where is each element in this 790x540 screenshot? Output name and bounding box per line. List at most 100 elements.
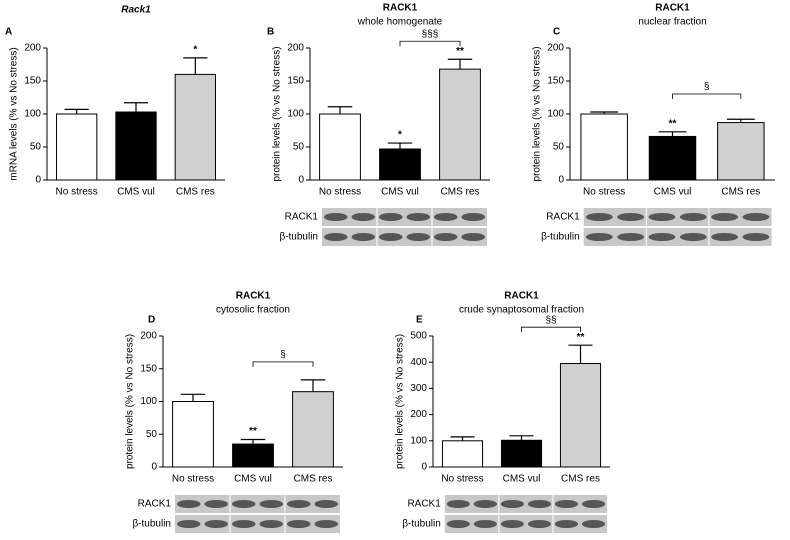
y-tick-label: 300 [410, 383, 427, 394]
significance-star: ** [456, 46, 464, 57]
blot-band [286, 500, 311, 508]
blot-band [406, 213, 431, 221]
chart-subtitle: whole homogenate [357, 17, 443, 28]
x-tick-label: CMS res [441, 187, 480, 198]
blot-strip [444, 515, 608, 533]
y-tick-label: 150 [140, 363, 157, 374]
bar [292, 391, 334, 468]
x-tick-label: CMS res [176, 187, 215, 198]
blot-band [231, 520, 256, 528]
chart-title: RACK1 [236, 291, 271, 302]
blot-band [204, 520, 229, 528]
blot-band [378, 233, 403, 241]
y-tick-label: 50 [553, 142, 565, 153]
blot-band [286, 520, 311, 528]
bar [55, 113, 98, 181]
y-axis-label: protein levels (% vs No stress) [272, 46, 283, 181]
bar [717, 122, 765, 181]
chart-title: RACK1 [383, 3, 418, 14]
blot-band [581, 520, 606, 528]
blot-band [446, 500, 470, 508]
y-tick-label: 500 [410, 331, 427, 342]
blot-band [554, 520, 579, 528]
chart-subtitle: nuclear fraction [638, 17, 706, 28]
blot-band [554, 500, 579, 508]
blot-band [711, 213, 739, 221]
bar [559, 363, 602, 468]
y-tick-label: 0 [558, 175, 564, 186]
y-tick-label: 50 [146, 429, 158, 440]
blot-label: RACK1 [285, 212, 319, 223]
blot-band [648, 233, 676, 241]
y-tick-label: 0 [298, 175, 304, 186]
bracket [672, 93, 742, 100]
blot-band [500, 520, 524, 528]
bracket-label: § [704, 82, 710, 93]
panel-label: A [5, 27, 12, 38]
bracket [521, 326, 581, 333]
y-tick-label: 100 [24, 109, 41, 120]
panel-label: B [267, 27, 274, 38]
blot-label: β-tubulin [279, 232, 318, 243]
blot-strip [175, 515, 340, 533]
chart-subtitle: cytosolic fraction [216, 305, 290, 316]
blot-band [617, 213, 645, 221]
blot-band [378, 213, 403, 221]
y-tick-label: 200 [24, 43, 41, 54]
bracket-label: §§ [545, 315, 556, 326]
blot-band [433, 233, 458, 241]
blot-strip [583, 208, 772, 226]
blot-band [351, 213, 376, 221]
y-axis-label: protein levels (% vs No stress) [125, 334, 136, 469]
chart-title: RACK1 [655, 3, 690, 14]
blot-band [259, 520, 284, 528]
blot-band [406, 233, 431, 241]
y-tick-label: 100 [287, 109, 304, 120]
x-tick-label: No stress [583, 187, 625, 198]
y-tick-label: 100 [410, 435, 427, 446]
blot-label: RACK1 [546, 212, 580, 223]
bar [439, 68, 481, 181]
blot-label: β-tubulin [132, 519, 171, 530]
bar [115, 111, 157, 181]
x-tick-label: No stress [172, 474, 214, 485]
blot-band [500, 500, 524, 508]
bar [174, 73, 217, 181]
bracket-label: § [280, 350, 286, 361]
x-tick-label: No stress [319, 187, 361, 198]
bar [580, 113, 628, 181]
blot-band [314, 520, 339, 528]
x-tick-label: CMS vul [234, 474, 272, 485]
y-tick-label: 400 [410, 357, 427, 368]
blot-band [351, 233, 376, 241]
blot-band [461, 233, 486, 241]
bar [172, 401, 214, 468]
blot-band [527, 500, 552, 508]
blot-band [742, 233, 770, 241]
blot-band [585, 213, 613, 221]
y-axis-label: protein levels (% vs No stress) [532, 46, 543, 181]
blot-band [314, 500, 339, 508]
y-tick-label: 100 [140, 396, 157, 407]
bracket-label: §§§ [422, 29, 439, 40]
y-tick-label: 200 [410, 409, 427, 420]
bar [232, 443, 274, 468]
y-tick-label: 100 [547, 109, 564, 120]
y-tick-label: 0 [151, 462, 157, 473]
x-tick-label: No stress [441, 474, 483, 485]
blot-band [473, 500, 497, 508]
chart-title: RACK1 [504, 291, 539, 302]
blot-band [679, 213, 707, 221]
blot-band [446, 520, 470, 528]
blot-band [679, 233, 707, 241]
blot-strip [175, 495, 340, 513]
blot-band [259, 500, 284, 508]
y-tick-label: 150 [24, 76, 41, 87]
blot-strip [583, 228, 772, 246]
x-tick-label: CMS res [721, 187, 760, 198]
blot-band [204, 500, 229, 508]
blot-band [461, 213, 486, 221]
panel-label: C [553, 27, 560, 38]
y-tick-label: 200 [140, 331, 157, 342]
blot-label: RACK1 [138, 499, 172, 510]
